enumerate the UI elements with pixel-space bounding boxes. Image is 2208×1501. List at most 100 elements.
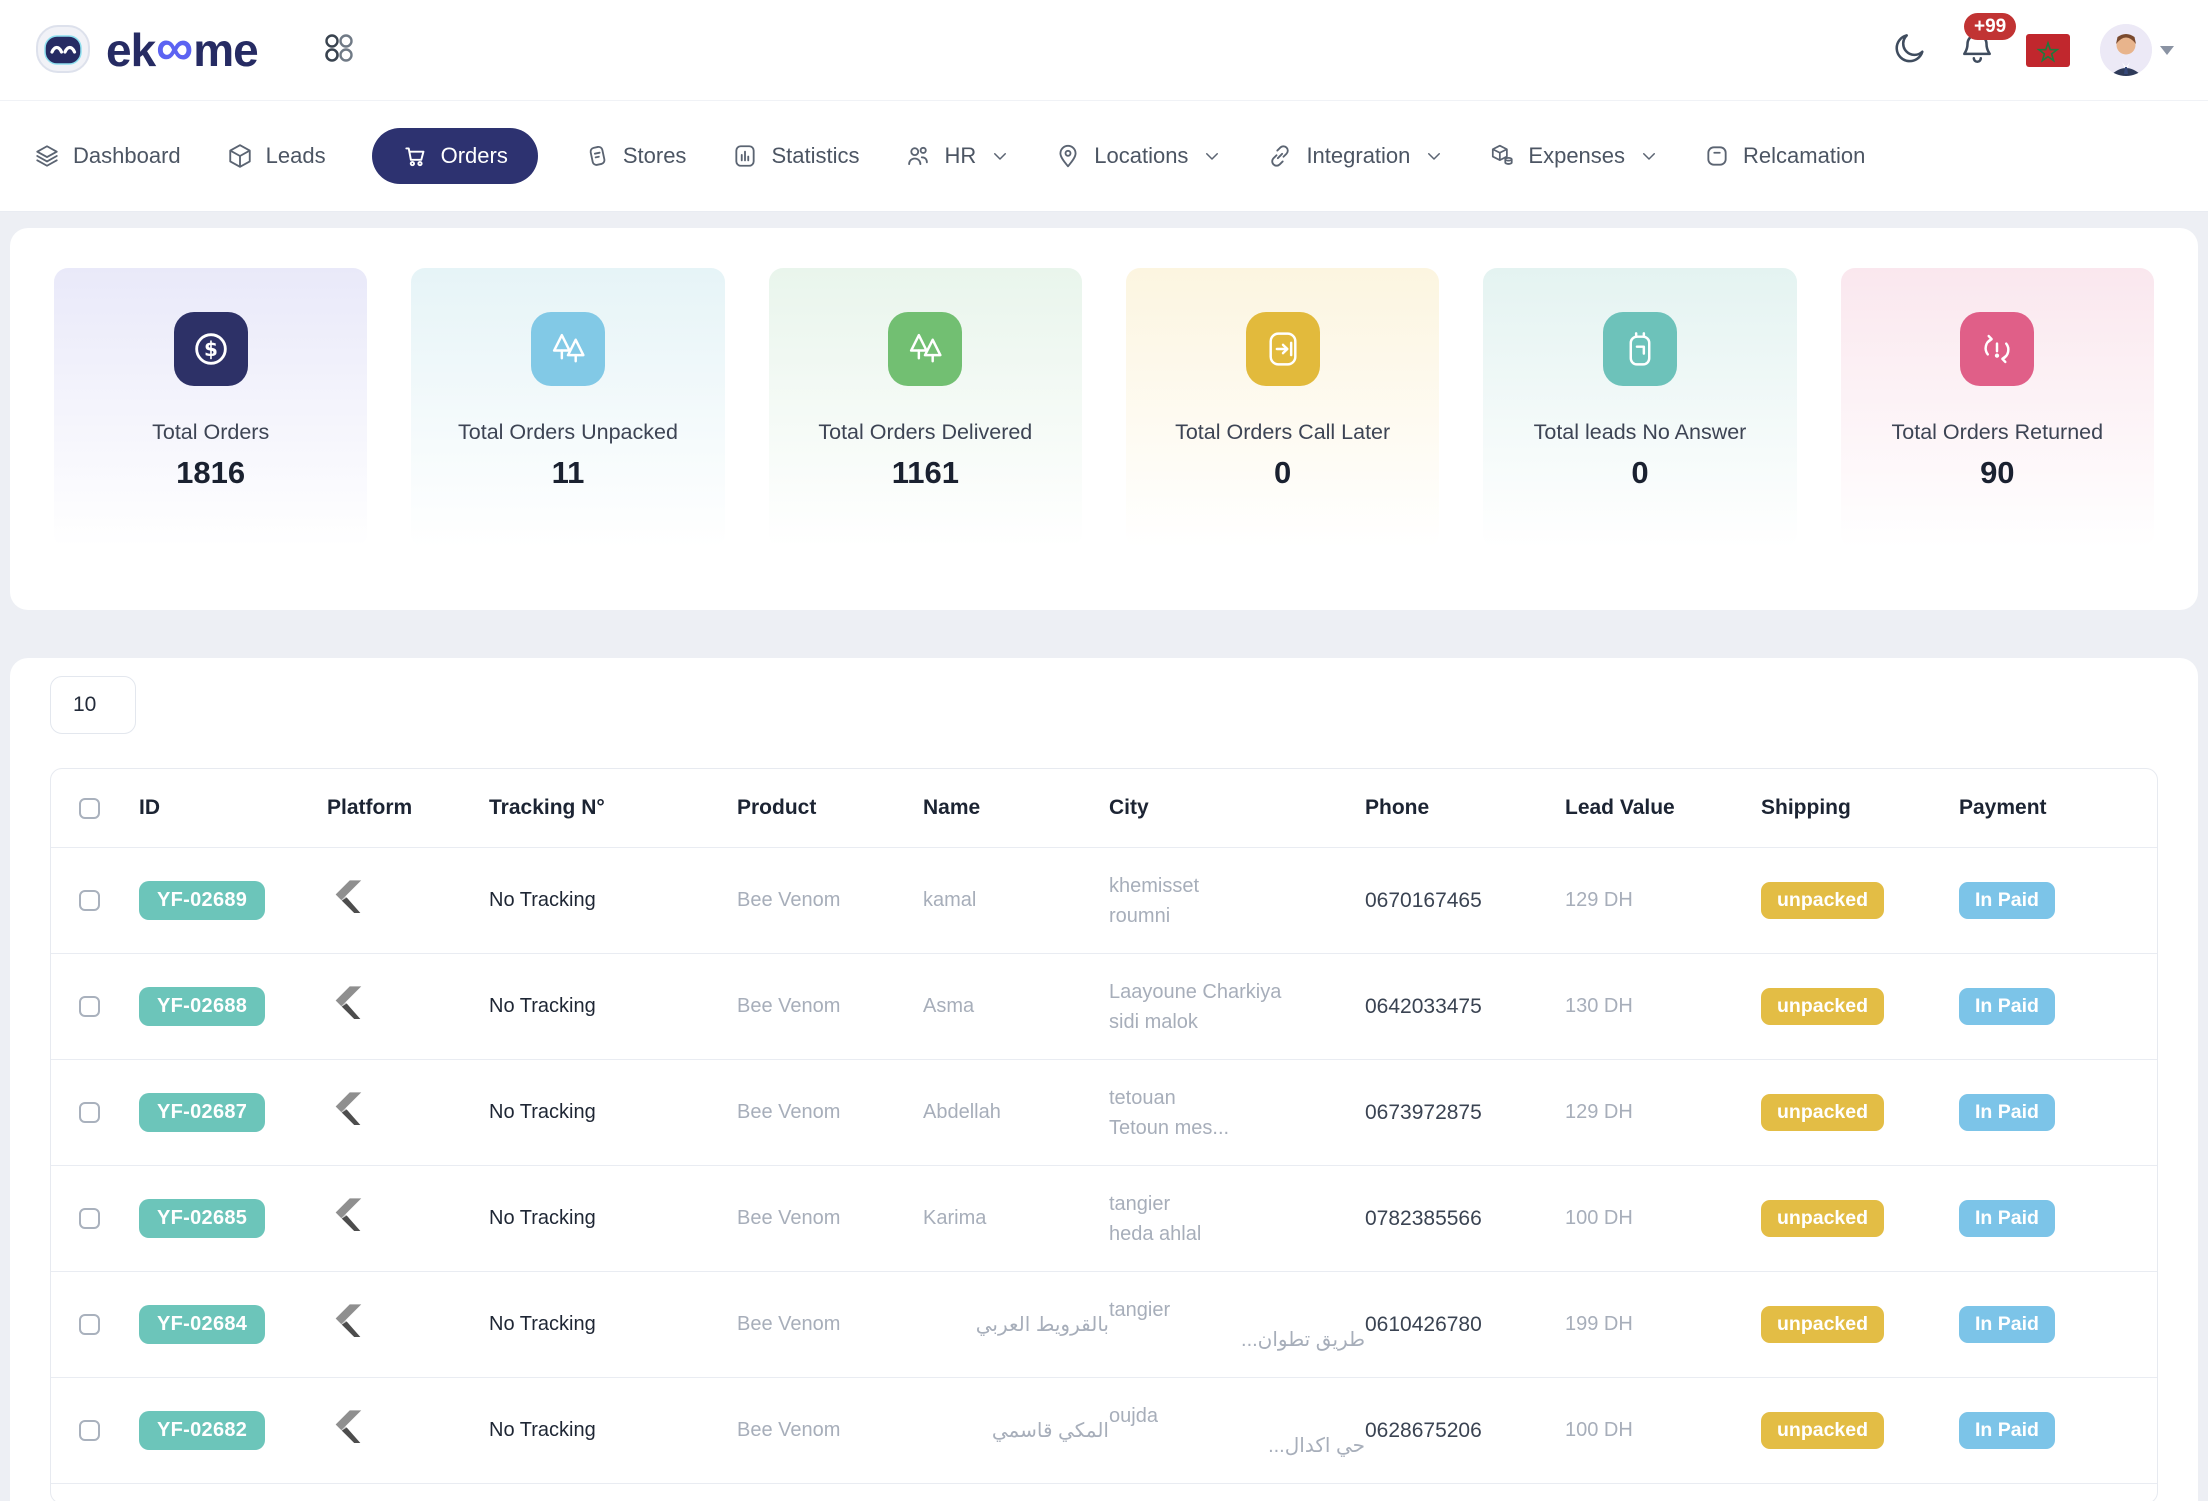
- apps-grid-icon[interactable]: [322, 31, 356, 70]
- table-row[interactable]: YF-02684 No Tracking Bee Venom بالقرويط …: [51, 1271, 2157, 1377]
- platform-icon: [327, 879, 489, 923]
- nav-item-integration[interactable]: Integration: [1267, 143, 1443, 169]
- stat-card-orders-call-later[interactable]: Total Orders Call Later 0: [1125, 268, 1440, 548]
- payment-status-badge[interactable]: In Paid: [1959, 882, 2055, 919]
- morocco-flag-icon[interactable]: [2026, 33, 2070, 67]
- table-row[interactable]: YF-02689 No Tracking Bee Venom kamal khe…: [51, 847, 2157, 953]
- phone-cell: 0670167465: [1365, 888, 1482, 912]
- order-id-badge[interactable]: YF-02684: [139, 1305, 266, 1344]
- nav-item-dashboard[interactable]: Dashboard: [34, 143, 181, 169]
- nav-label: HR: [944, 143, 977, 168]
- city-cell: tetouan Tetoun mes...: [1109, 1086, 1230, 1139]
- stat-card-orders-delivered[interactable]: Total Orders Delivered 1161: [768, 268, 1082, 548]
- shipping-status-badge[interactable]: unpacked: [1761, 988, 1885, 1025]
- nav-label: Orders: [440, 143, 508, 168]
- people-icon: [908, 146, 929, 166]
- robot-logo-icon: [34, 19, 92, 82]
- arrow-bracket-icon: [1245, 312, 1320, 386]
- platform-icon: [327, 985, 489, 1029]
- col-header-shipping: Shipping: [1761, 796, 1851, 819]
- table-row[interactable]: YF-02687 No Tracking Bee Venom Abdellah …: [51, 1059, 2157, 1165]
- row-checkbox[interactable]: [79, 1102, 100, 1123]
- stat-label: Total Orders Delivered: [818, 420, 1033, 444]
- dark-mode-moon-icon[interactable]: [1892, 30, 1928, 71]
- nav-item-statistics[interactable]: Statistics: [732, 143, 859, 169]
- chevron-down-icon: [1206, 153, 1219, 160]
- row-checkbox[interactable]: [79, 1208, 100, 1229]
- box-coins-icon: [1492, 144, 1514, 165]
- orders-table-panel: 10 ID Platform Tracking N° Product Name …: [10, 658, 2198, 1501]
- order-id-badge[interactable]: YF-02689: [139, 881, 266, 920]
- row-checkbox[interactable]: [79, 1314, 100, 1335]
- package-icon: [228, 144, 251, 168]
- lead-value-cell: 100 DH: [1565, 1419, 1633, 1441]
- stat-label: Total Orders Returned: [1891, 420, 2104, 444]
- name-cell: Abdellah: [923, 1101, 1001, 1123]
- row-checkbox[interactable]: [79, 996, 100, 1017]
- platform-icon: [327, 1409, 489, 1453]
- dollar-circle-icon: $: [173, 312, 248, 386]
- table-row-partial: [51, 1483, 2157, 1501]
- tracking-cell: No Tracking: [489, 995, 596, 1017]
- payment-status-badge[interactable]: In Paid: [1959, 988, 2055, 1025]
- city-cell: oujda حي اكدال...: [1109, 1404, 1365, 1457]
- payment-status-badge[interactable]: In Paid: [1959, 1094, 2055, 1131]
- stat-card-total-orders[interactable]: $ Total Orders 1816: [54, 268, 368, 548]
- nav-item-hr[interactable]: HR: [905, 143, 1009, 169]
- col-header-product: Product: [737, 796, 817, 819]
- select-all-checkbox[interactable]: [79, 797, 100, 819]
- shipping-status-badge[interactable]: unpacked: [1761, 1094, 1885, 1131]
- svg-text:$: $: [204, 337, 218, 361]
- nav-item-relcamation[interactable]: Relcamation: [1704, 143, 1865, 169]
- table-row[interactable]: YF-02688 No Tracking Bee Venom Asma Laay…: [51, 953, 2157, 1059]
- stat-card-leads-no-answer[interactable]: Total leads No Answer 0: [1483, 268, 1797, 548]
- page-size-select[interactable]: 10: [50, 676, 136, 734]
- shipping-status-badge[interactable]: unpacked: [1761, 1412, 1885, 1449]
- stat-card-orders-returned[interactable]: Total Orders Returned 90: [1840, 268, 2154, 548]
- user-avatar: [2100, 24, 2152, 76]
- col-header-city: City: [1109, 796, 1149, 819]
- notifications-bell-icon[interactable]: +99: [1958, 12, 2017, 72]
- shipping-status-badge[interactable]: unpacked: [1761, 882, 1885, 919]
- nav-item-expenses[interactable]: Expenses: [1489, 143, 1658, 169]
- chevron-down-icon: [1428, 153, 1441, 160]
- lead-value-cell: 129 DH: [1565, 889, 1633, 911]
- table-row[interactable]: YF-02682 No Tracking Bee Venom المكي قاس…: [51, 1377, 2157, 1483]
- name-cell: Karima: [923, 1207, 987, 1229]
- payment-status-badge[interactable]: In Paid: [1959, 1200, 2055, 1237]
- order-id-badge[interactable]: YF-02688: [139, 987, 266, 1026]
- nav-item-leads[interactable]: Leads: [227, 143, 326, 169]
- bar-chart-icon: [735, 145, 756, 167]
- shipping-status-badge[interactable]: unpacked: [1761, 1306, 1885, 1343]
- col-header-id: ID: [139, 796, 160, 819]
- platform-icon: [327, 1197, 489, 1241]
- nav-label: Dashboard: [73, 143, 181, 168]
- nav-item-orders[interactable]: Orders: [371, 128, 538, 184]
- row-checkbox[interactable]: [79, 1420, 100, 1441]
- tracking-cell: No Tracking: [489, 1313, 596, 1335]
- order-id-badge[interactable]: YF-02687: [139, 1093, 266, 1132]
- user-menu[interactable]: [2100, 24, 2174, 76]
- nav-item-locations[interactable]: Locations: [1055, 143, 1221, 169]
- device-icon: [1602, 312, 1677, 386]
- product-cell: Bee Venom: [737, 1419, 841, 1441]
- stat-label: Total Orders Call Later: [1175, 420, 1391, 444]
- table-row[interactable]: YF-02685 No Tracking Bee Venom Karima ta…: [51, 1165, 2157, 1271]
- stat-value: 90: [1980, 455, 2015, 490]
- col-header-phone: Phone: [1365, 796, 1430, 819]
- notification-count-badge: +99: [1964, 12, 2017, 40]
- col-header-tracking: Tracking N°: [489, 796, 605, 819]
- order-id-badge[interactable]: YF-02682: [139, 1411, 266, 1450]
- nav-label: Leads: [265, 143, 326, 168]
- nav-label: Stores: [622, 143, 687, 168]
- order-id-badge[interactable]: YF-02685: [139, 1199, 266, 1238]
- stat-card-orders-unpacked[interactable]: Total Orders Unpacked 11: [411, 268, 725, 548]
- payment-status-badge[interactable]: In Paid: [1959, 1412, 2055, 1449]
- nav-item-stores[interactable]: Stores: [584, 143, 687, 169]
- row-checkbox[interactable]: [79, 890, 100, 911]
- payment-status-badge[interactable]: In Paid: [1959, 1306, 2055, 1343]
- phone-cell: 0610426780: [1365, 1312, 1482, 1336]
- shipping-status-badge[interactable]: unpacked: [1761, 1200, 1885, 1237]
- brand-logo[interactable]: ek ∞ me: [34, 19, 259, 82]
- top-section: ek ∞ me +99: [0, 0, 2208, 212]
